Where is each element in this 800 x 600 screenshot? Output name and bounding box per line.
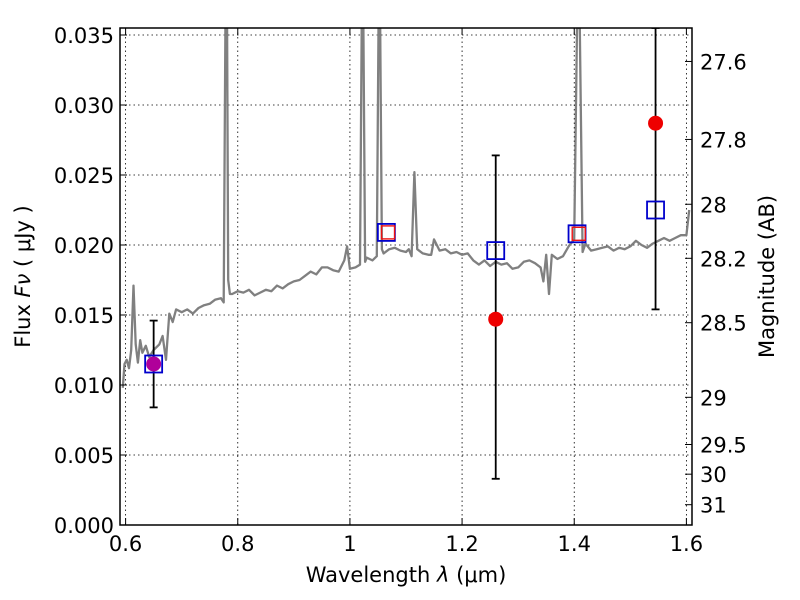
x-axis-title-suffix: (μm) [449,563,506,587]
right-tick-label: 31 [700,494,727,518]
bottom-axis-ticks: 0.6 0.8 1 1.2 1.4 1.6 [109,28,703,556]
x-tick-label: 1.6 [670,532,703,556]
right-tick-label: 28.5 [700,312,747,336]
y-tick-label: 0.025 [54,164,114,188]
right-tick-label: 29.5 [700,434,747,458]
y-tick-label: 0.010 [54,374,114,398]
right-tick-label: 29 [700,386,727,410]
data-point-circle [648,115,664,131]
data-point-circle [488,311,504,327]
plot-area [121,28,691,480]
right-tick-label: 30 [700,463,727,487]
data-point-circle [146,356,162,372]
data-point-square [646,200,665,220]
x-tick-label: 1.4 [558,532,591,556]
right-axis-ticks: 27.6 27.8 28 28.2 28.5 29 29.5 30 31 [685,50,747,518]
right-tick-label: 28 [700,193,727,217]
left-y-axis-title-suffix: ( μJy ) [11,205,35,273]
y-tick-label: 0.015 [54,304,114,328]
left-y-axis-title: Flux Fν ( μJy ) [11,205,35,348]
plot-frame [119,27,693,526]
right-y-axis-title: Magnitude (AB) [755,195,779,358]
x-tick-label: 0.6 [109,532,142,556]
left-axis-ticks: 0.000 0.005 0.010 0.015 0.020 0.025 0.030 0.035 [54,24,127,538]
x-axis-title: Wavelength λ (μm) [306,563,507,587]
data-point-small-square [571,226,586,242]
y-tick-label: 0.020 [54,234,114,258]
x-axis-title-prefix: Wavelength [306,563,437,587]
y-tick-label: 0.005 [54,444,114,468]
x-axis-title-symbol: λ [436,563,449,587]
right-tick-label: 27.8 [700,128,747,152]
right-tick-label: 27.6 [700,50,747,74]
left-y-axis-title-prefix: Flux [11,297,35,347]
y-tick-label: 0.000 [54,514,114,538]
spectrum-line [121,28,691,388]
left-y-axis-title-symbol: Fν [11,273,35,297]
data-point-small-square [380,225,396,240]
x-tick-label: 0.8 [221,532,254,556]
right-tick-label: 28.2 [700,247,747,271]
data-point-square [144,354,164,374]
grid-lines [120,28,692,525]
y-tick-label: 0.035 [54,24,114,48]
data-point-square [486,241,506,261]
x-tick-label: 1.2 [445,532,478,556]
x-tick-label: 1 [343,532,356,556]
y-tick-label: 0.030 [54,94,114,118]
